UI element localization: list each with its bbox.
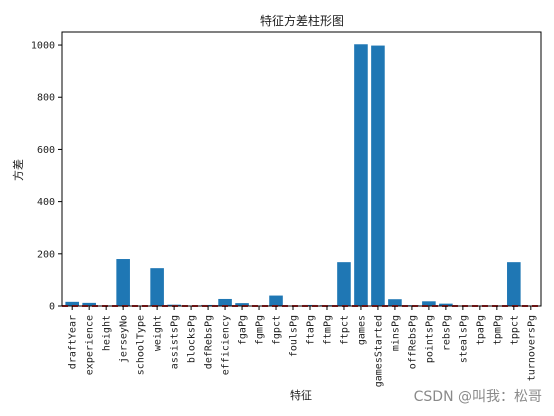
bar [507,262,521,306]
y-tick-label: 400 [37,197,55,208]
x-tick-label: stealsPg [458,315,469,363]
bar [150,268,164,306]
bar [218,298,232,306]
bar [337,262,351,306]
bar [371,45,385,307]
y-tick-label: 1000 [31,41,55,52]
x-tick-label: efficiency [221,315,232,375]
x-tick-label: experience [85,315,96,375]
bar [388,299,402,306]
x-tick-label: ftpct [339,315,350,345]
y-tick-label: 200 [37,249,55,260]
x-axis-label: 特征 [290,388,312,402]
bar [354,44,368,306]
x-tick-label: assistsPg [170,315,181,369]
x-tick-label: schoolType [136,315,147,375]
x-tick-label: defRebsPg [204,315,215,369]
x-tick-label: gamesStarted [373,315,384,387]
bar [116,259,130,306]
bar [235,303,249,306]
bar [422,301,436,306]
y-tick-label: 600 [37,145,55,156]
chart-title: 特征方差柱形图 [260,13,344,28]
plot-layer: 0 200 400 600 800 1000 draftYear experience heig… [31,41,541,387]
bar [439,303,453,306]
y-tick-label: 800 [37,93,55,104]
plot-frame [61,31,542,307]
x-tick-label: tpmPg [492,315,503,345]
bar [82,302,96,306]
x-tick-label: fgaPg [238,315,249,345]
x-tick-label: jerseyNo [119,315,130,363]
x-tick-label: blocksPg [187,315,198,363]
x-tick-label: games [356,315,367,345]
x-tick-label: weight [153,315,164,351]
bar [65,301,79,306]
x-tick-label: turnoversPg [526,315,537,381]
x-tick-label: tppct [509,315,520,345]
x-tick-label: rebsPg [441,315,452,351]
x-tick-label: ftaPg [305,315,316,345]
x-tick-label: ftmPg [322,315,333,345]
x-tick-label: fgmPg [255,315,266,345]
x-tick-label: tpaPg [475,315,486,345]
bar [201,304,215,306]
x-tick-label: minsPg [390,315,401,351]
x-tick-label: foulsPg [289,315,300,357]
bar [303,304,317,306]
x-tick-label: draftYear [68,315,79,369]
y-axis-label: 方差 [11,159,25,181]
watermark: CSDN @叫我：松哥 [413,389,542,405]
x-tick-label: fgpct [272,315,283,345]
y-tick-label: 0 [49,302,55,313]
x-tick-label: height [102,315,113,351]
x-tick-label: pointsPg [424,315,435,363]
x-tick-label: offRebsPg [407,315,418,369]
bar [269,295,283,306]
